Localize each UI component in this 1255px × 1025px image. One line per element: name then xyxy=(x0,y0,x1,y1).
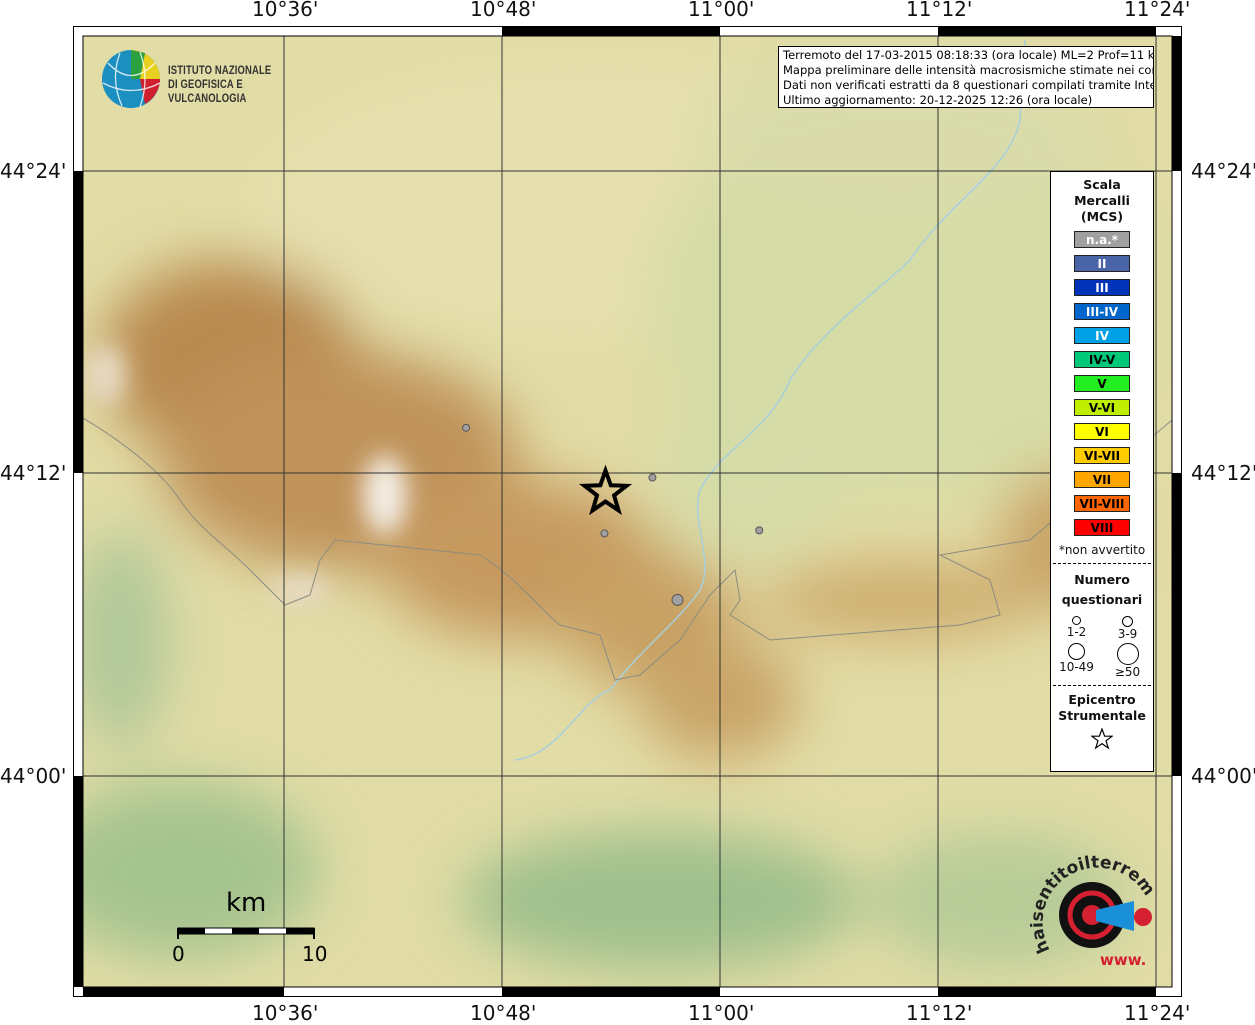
river xyxy=(514,39,1026,761)
intensity-swatch: III xyxy=(1074,279,1130,296)
lon-tick-top: 11°12' xyxy=(906,0,973,21)
map-frame xyxy=(73,26,1182,997)
circle-small-icon xyxy=(1072,616,1081,625)
legend-footnote: *non avvertito xyxy=(1058,543,1146,557)
ingv-logo: ISTITUTO NAZIONALE DI GEOFISICA E VULCAN… xyxy=(100,48,320,110)
lon-tick-bottom: 10°36' xyxy=(252,1001,319,1025)
event-info-line: Ultimo aggiornamento: 20-12-2025 12:26 (… xyxy=(783,93,1093,107)
logo-line1: ISTITUTO NAZIONALE xyxy=(168,65,272,77)
lon-tick-top: 10°36' xyxy=(252,0,319,21)
brand-url: www. xyxy=(1100,951,1146,969)
intensity-swatch: n.a.* xyxy=(1074,231,1130,248)
intensity-swatch: VII xyxy=(1074,471,1130,488)
event-info-line: Dati non verificati estratti da 8 questi… xyxy=(783,78,1154,92)
observation-point xyxy=(462,423,471,432)
scale-start: 0 xyxy=(172,942,185,966)
epicenter-title: Epicentro xyxy=(1068,692,1136,707)
legend-title-line: Mercalli xyxy=(1074,193,1130,208)
circle-xlarge-icon xyxy=(1116,643,1139,665)
lon-tick-top: 11°24' xyxy=(1124,0,1191,21)
lon-tick-bottom: 11°00' xyxy=(688,1001,755,1025)
lat-tick-right: 44°00' xyxy=(1191,764,1255,788)
lon-tick-bottom: 10°48' xyxy=(470,1001,537,1025)
event-info-line: Terremoto del 17-03-2015 08:18:33 (ora l… xyxy=(783,48,1154,62)
epicenter-title: Strumentale xyxy=(1058,708,1146,723)
graticule xyxy=(83,36,1172,987)
terrain xyxy=(83,36,1172,987)
epicenter-star xyxy=(578,464,633,516)
legend: Scala Mercalli (MCS) n.a.* II III III-IV IV I… xyxy=(1050,171,1154,772)
divider xyxy=(1053,685,1151,686)
event-info-line: Mappa preliminare delle intensità macros… xyxy=(783,63,1154,77)
lat-tick-left: 44°12' xyxy=(0,461,67,485)
questionnaire-sizes: 1-2 3-9 10-49 ≥50 xyxy=(1051,616,1153,679)
scale-unit: km xyxy=(226,888,267,918)
lon-tick-top: 10°48' xyxy=(470,0,537,21)
intensity-swatch: V xyxy=(1074,375,1130,392)
lat-tick-left: 44°24' xyxy=(0,159,67,183)
scale-ruler xyxy=(177,927,315,939)
size-label: 10-49 xyxy=(1059,660,1094,674)
globe-icon xyxy=(102,50,161,108)
circle-large-icon xyxy=(1068,643,1085,660)
legend-title-line: (MCS) xyxy=(1080,209,1124,224)
intensity-swatch: V-VI xyxy=(1074,399,1130,416)
questionnaires-title: Numero xyxy=(1074,572,1130,587)
legend-title: Scala Mercalli (MCS) xyxy=(1051,177,1153,225)
observation-point xyxy=(648,473,657,482)
event-info-box: Terremoto del 17-03-2015 08:18:33 (ora l… xyxy=(778,46,1154,108)
lat-tick-right: 44°12' xyxy=(1191,461,1255,485)
mcs-scale: n.a.* II III III-IV IV IV-V V V-VI VI VI-VII VII VI… xyxy=(1051,231,1153,536)
lat-tick-left: 44°00' xyxy=(0,764,67,788)
lat-tick-right: 44°24' xyxy=(1191,159,1255,183)
circle-medium-icon xyxy=(1122,616,1133,627)
intensity-swatch: III-IV xyxy=(1074,303,1130,320)
size-label: ≥50 xyxy=(1114,665,1141,679)
size-label: 3-9 xyxy=(1117,627,1138,641)
size-label: 1-2 xyxy=(1066,625,1087,639)
intensity-swatch: IV xyxy=(1074,327,1130,344)
scale-end: 10 xyxy=(302,942,328,966)
intensity-swatch: VI-VII xyxy=(1074,447,1130,464)
admin-border xyxy=(83,417,1172,681)
star-icon xyxy=(1090,727,1114,750)
intensity-swatch: IV-V xyxy=(1074,351,1130,368)
intensity-swatch: VI xyxy=(1074,423,1130,440)
observation-point xyxy=(671,593,684,606)
haisentito-logo: haisentitoilterremoto.it www. xyxy=(1030,855,1159,969)
intensity-swatch: VIII xyxy=(1074,519,1130,536)
lon-tick-bottom: 11°12' xyxy=(906,1001,973,1025)
observation-point xyxy=(600,529,609,538)
observation-points xyxy=(462,423,764,606)
questionnaires-title: questionari xyxy=(1061,592,1143,607)
logo-line2: DI GEOFISICA E VULCANOLOGIA xyxy=(168,79,247,105)
divider xyxy=(1053,563,1151,564)
scale-bar: km 0 10 xyxy=(170,888,330,978)
lon-tick-bottom: 11°24' xyxy=(1124,1001,1191,1025)
lon-tick-top: 11°00' xyxy=(688,0,755,21)
intensity-swatch: II xyxy=(1074,255,1130,272)
legend-title-line: Scala xyxy=(1083,177,1121,192)
intensity-swatch: VII-VIII xyxy=(1074,495,1130,512)
observation-point xyxy=(755,526,764,535)
